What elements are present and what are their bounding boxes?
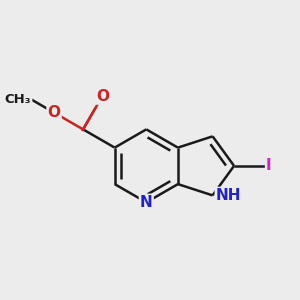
Text: N: N	[140, 195, 153, 210]
Text: CH₃: CH₃	[5, 93, 31, 106]
Text: O: O	[47, 105, 61, 120]
Text: I: I	[266, 158, 272, 173]
Text: NH: NH	[216, 188, 241, 203]
Text: O: O	[96, 88, 109, 104]
